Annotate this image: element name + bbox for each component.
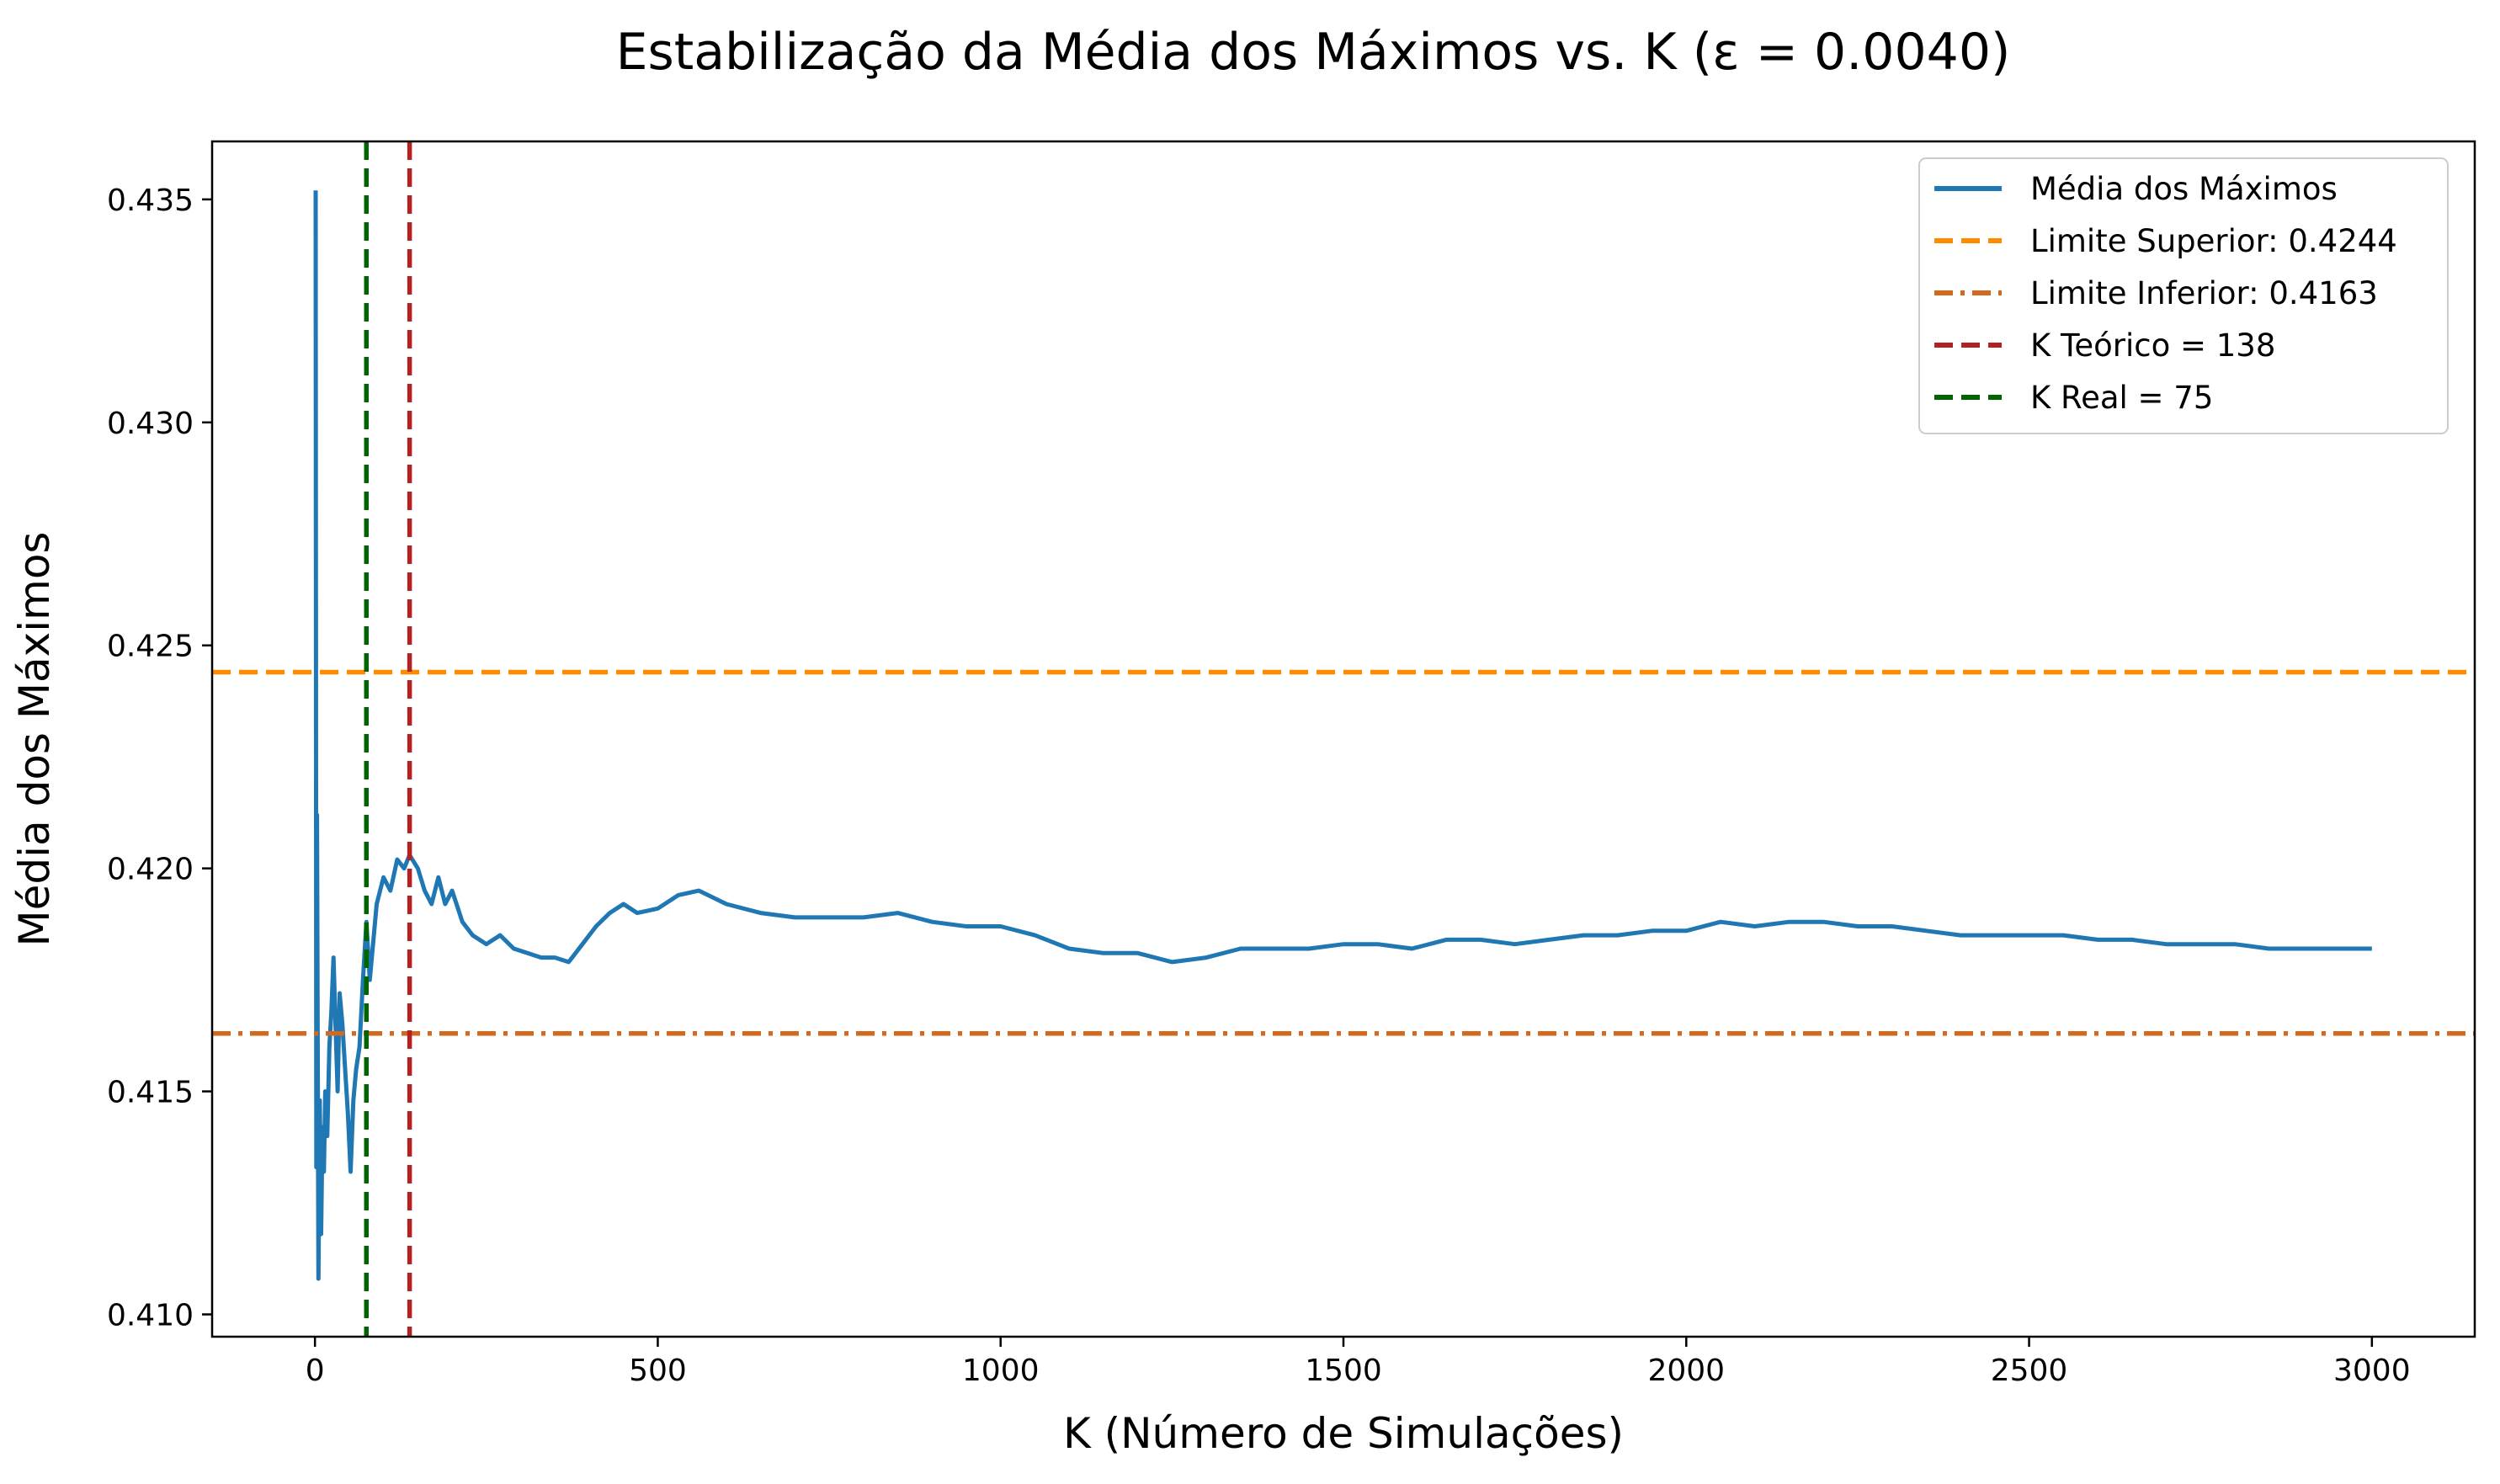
legend-label: K Teórico = 138	[2030, 327, 2275, 364]
plot-area	[212, 141, 2475, 1337]
y-tick-label: 0.430	[107, 407, 194, 441]
legend-box	[1918, 157, 2449, 434]
y-axis-label: Média dos Máximos	[10, 532, 59, 947]
legend-label: Média dos Máximos	[2030, 171, 2338, 207]
legend: Média dos Máximos Limite Superior: 0.4244…	[1918, 157, 2449, 434]
legend-label: Limite Superior: 0.4244	[2030, 223, 2397, 259]
x-tick-label: 2000	[1647, 1354, 1725, 1388]
y-tick-label: 0.420	[107, 853, 194, 887]
y-tick-label: 0.410	[107, 1299, 194, 1333]
x-tick-label: 2500	[1991, 1354, 2068, 1388]
x-tick-label: 1500	[1305, 1354, 1382, 1388]
chart-title: Estabilização da Média dos Máximos vs. K…	[616, 23, 2011, 82]
x-tick-label: 3000	[2333, 1354, 2411, 1388]
x-axis: 0 500 1000 1500 2000 2500 3000	[306, 1337, 2411, 1388]
series-line-0	[313, 190, 2372, 1281]
x-axis-label: K (Número de Simulações)	[1063, 1409, 1624, 1458]
y-tick-label: 0.425	[107, 630, 194, 664]
x-tick-label: 1000	[962, 1354, 1040, 1388]
x-tick-label: 500	[629, 1354, 687, 1388]
y-tick-label: 0.435	[107, 184, 194, 218]
y-tick-label: 0.415	[107, 1076, 194, 1110]
x-tick-label: 0	[306, 1354, 325, 1388]
legend-label: Limite Inferior: 0.4163	[2030, 275, 2378, 311]
legend-label: K Real = 75	[2030, 380, 2213, 416]
y-axis: 0.410 0.415 0.420 0.425 0.430 0.435	[107, 184, 212, 1333]
